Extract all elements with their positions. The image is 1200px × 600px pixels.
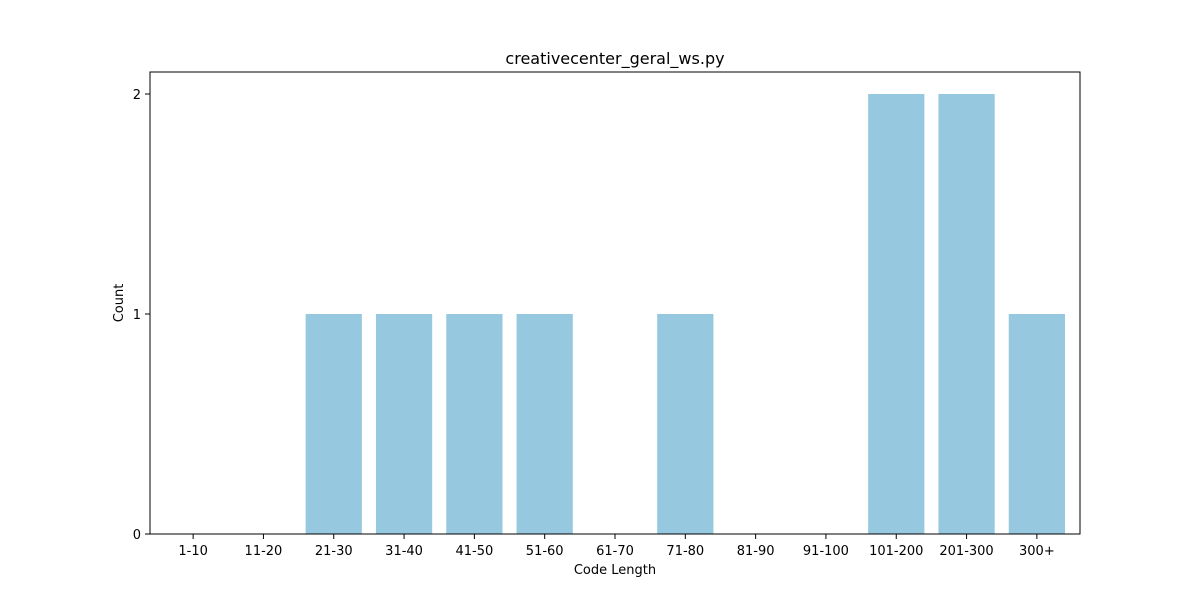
x-tick-label: 300+ <box>1019 544 1055 559</box>
x-tick-label: 31-40 <box>385 544 423 559</box>
chart-title: creativecenter_geral_ws.py <box>505 49 724 69</box>
bar-300+ <box>1008 314 1065 534</box>
x-tick-label: 21-30 <box>315 544 353 559</box>
bar-41-50 <box>446 314 503 534</box>
bar-71-80 <box>657 314 714 534</box>
y-tick-label: 1 <box>133 308 141 323</box>
x-axis-title: Code Length <box>574 563 656 578</box>
bar-101-200 <box>868 94 925 534</box>
y-axis: 0 1 2 <box>133 88 150 543</box>
y-tick-label: 0 <box>133 528 141 543</box>
x-tick-label: 1-10 <box>178 544 208 559</box>
bars-group <box>305 94 1065 534</box>
x-tick-label: 201-300 <box>939 544 993 559</box>
x-tick-label: 71-80 <box>666 544 704 559</box>
y-tick-label: 2 <box>133 88 141 103</box>
x-tick-label: 81-90 <box>737 544 775 559</box>
x-tick-label: 41-50 <box>455 544 493 559</box>
y-axis-title: Count <box>112 284 127 323</box>
bar-201-300 <box>938 94 995 534</box>
x-tick-label: 51-60 <box>526 544 564 559</box>
x-tick-label: 61-70 <box>596 544 634 559</box>
x-tick-label: 101-200 <box>869 544 923 559</box>
bar-31-40 <box>375 314 433 534</box>
x-tick-label: 11-20 <box>245 544 283 559</box>
x-tick-label: 91-100 <box>803 544 849 559</box>
x-axis: 1-10 11-20 21-30 31-40 41-50 51-60 61-70 71-80 8… <box>178 534 1055 559</box>
bar-21-30 <box>305 314 362 534</box>
bar-51-60 <box>516 314 573 534</box>
